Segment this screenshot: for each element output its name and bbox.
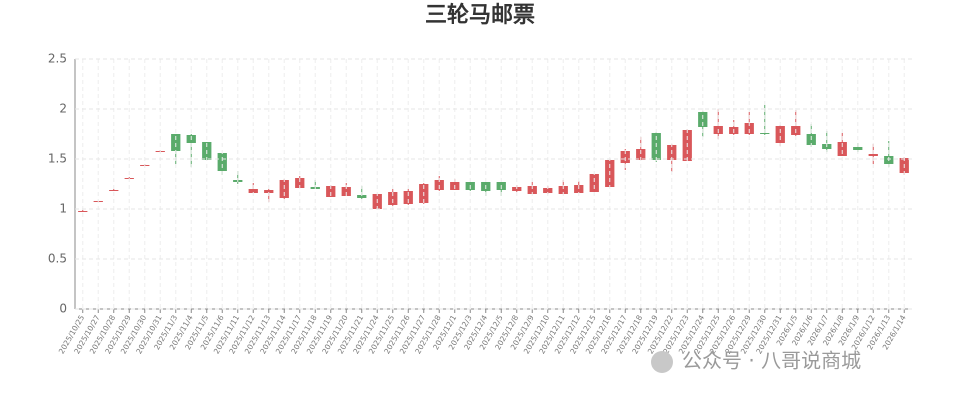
y-tick-label: 0 [59, 302, 67, 316]
watermark-icon [651, 351, 673, 373]
y-tick-label: 1.5 [48, 152, 67, 166]
y-tick-label: 0.5 [48, 252, 67, 266]
y-tick-label: 1 [59, 202, 67, 216]
watermark: 公众号 · 八哥说商城 [682, 349, 861, 373]
chart-title: 三轮马邮票 [425, 2, 535, 28]
y-tick-label: 2 [59, 102, 67, 116]
y-tick-label: 2.5 [48, 52, 67, 66]
